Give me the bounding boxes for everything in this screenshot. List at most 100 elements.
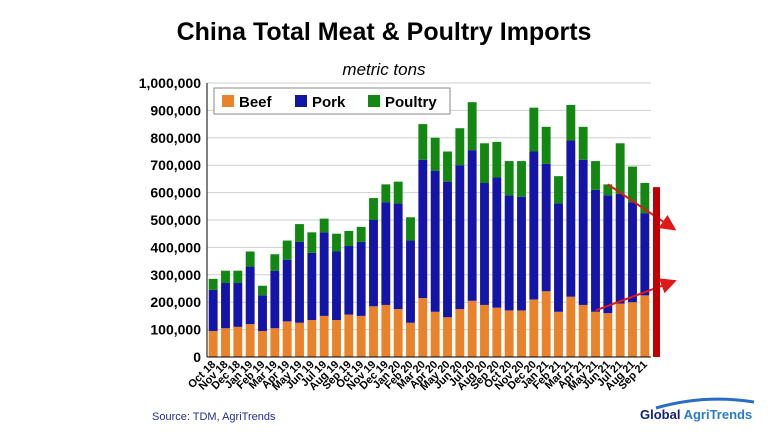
bar-pork — [615, 193, 625, 304]
bar-beef — [319, 315, 329, 357]
bar-poultry — [319, 218, 329, 233]
axes — [206, 83, 651, 358]
bar-poultry — [615, 143, 625, 194]
bar-pork — [603, 195, 613, 314]
bar-beef — [295, 322, 304, 357]
bar-poultry — [221, 270, 230, 284]
bar-beef — [455, 309, 465, 357]
y-tick-label: 900,000 — [150, 102, 201, 118]
y-tick-label: 1,000,000 — [139, 75, 201, 91]
bar-pork — [418, 159, 428, 299]
bar-poultry — [233, 270, 243, 284]
bar-pork — [443, 181, 452, 318]
bar-beef — [406, 322, 415, 357]
bar-poultry — [443, 151, 452, 182]
bar-pork — [245, 266, 255, 325]
bar-poultry — [640, 183, 650, 214]
bar-beef — [443, 317, 452, 357]
bar-poultry — [504, 161, 514, 196]
bar-poultry — [381, 184, 391, 203]
bar-poultry — [258, 285, 267, 296]
bar-poultry — [628, 166, 637, 203]
bar-pork — [369, 220, 378, 307]
legend-label: Beef — [239, 94, 273, 111]
bar-pork — [554, 203, 563, 312]
bar-poultry — [295, 224, 304, 242]
bar-pork — [467, 150, 477, 301]
y-tick-label: 800,000 — [150, 130, 201, 146]
bar-poultry — [517, 161, 526, 197]
bar-pork — [208, 289, 218, 331]
y-tick-label: 200,000 — [150, 294, 201, 310]
bar-beef — [430, 311, 440, 357]
bar-beef — [270, 328, 280, 357]
bar-beef — [529, 299, 539, 357]
bar-beef — [615, 303, 625, 357]
logo-word-agritrends: AgriTrends — [680, 407, 753, 422]
bar-beef — [208, 330, 218, 357]
bar-beef — [221, 328, 230, 357]
bar-poultry — [406, 217, 415, 241]
y-axis-labels: 0 100,000 200,000 300,000 400,000 500,000 600,… — [139, 75, 202, 365]
legend: Beef Pork Poultry — [213, 87, 451, 115]
bar-beef — [492, 307, 502, 357]
bar-poultry — [578, 126, 588, 160]
bar-poultry — [603, 184, 613, 196]
bar-poultry — [566, 104, 576, 141]
legend-swatch — [368, 95, 380, 107]
legend-label: Pork — [312, 94, 346, 111]
bar-beef — [554, 311, 563, 357]
bar-beef — [603, 313, 613, 357]
bar-pork — [640, 213, 650, 296]
bar-beef — [332, 320, 341, 357]
bar-poultry — [270, 254, 280, 271]
bar-beef — [356, 315, 366, 357]
bar-poultry — [591, 161, 600, 190]
bar-poultry — [332, 233, 341, 252]
y-tick-label: 600,000 — [150, 185, 201, 201]
y-tick-label: 400,000 — [150, 239, 201, 255]
bar-beef — [381, 304, 391, 357]
bar-poultry — [393, 181, 403, 204]
bar-poultry — [208, 278, 218, 290]
bar-pork — [492, 177, 502, 308]
bar-poultry — [245, 251, 255, 267]
chart-subtitle: metric tons — [342, 60, 426, 79]
legend-label: Poultry — [385, 94, 437, 111]
bar-beef — [393, 309, 403, 357]
bar-beef — [640, 295, 650, 357]
bar-pork — [332, 251, 341, 321]
bar-beef — [418, 298, 428, 357]
bar-pork — [381, 202, 391, 305]
bar-pork — [591, 189, 600, 312]
bar-poultry — [480, 143, 489, 184]
bar-pork — [566, 140, 576, 297]
bar-poultry — [541, 126, 551, 164]
source-note: Source: TDM, AgriTrends — [152, 411, 276, 423]
bar-beef — [541, 291, 551, 357]
y-tick-label: 500,000 — [150, 212, 201, 228]
annotations — [595, 183, 677, 357]
legend-swatch — [222, 95, 234, 107]
global-agritrends-logo: Global AgriTrends — [640, 397, 760, 428]
y-tick-label: 700,000 — [150, 157, 201, 173]
bar-pork — [233, 283, 243, 327]
bar-pork — [406, 240, 415, 323]
bar-poultry — [307, 232, 317, 253]
chart-title: China Total Meat & Poultry Imports — [176, 18, 592, 46]
y-tick-label: 300,000 — [150, 267, 201, 283]
annotation-bar — [653, 187, 660, 357]
bar-poultry — [344, 230, 354, 247]
bar-beef — [282, 321, 292, 357]
legend-box — [213, 87, 451, 115]
bar-beef — [369, 306, 378, 357]
bar-beef — [307, 320, 317, 357]
bar-pork — [578, 159, 588, 305]
logo-swoosh-icon — [655, 397, 755, 410]
bar-poultry — [418, 124, 428, 160]
legend-swatch — [295, 95, 307, 107]
bar-pork — [295, 241, 304, 323]
bar-pork — [628, 202, 637, 303]
y-tick-label: 100,000 — [150, 322, 201, 338]
